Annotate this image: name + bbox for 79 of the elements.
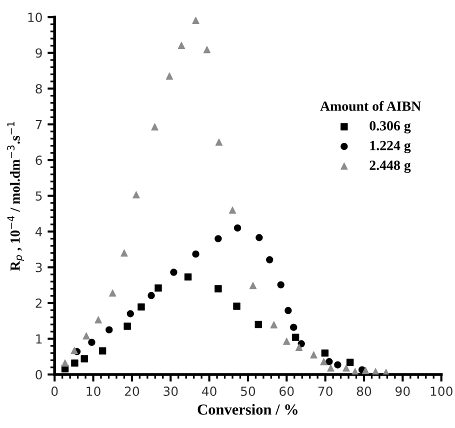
x-tick-label: 50	[240, 386, 256, 396]
point	[295, 344, 303, 351]
point	[170, 268, 178, 276]
point	[321, 349, 329, 357]
point	[126, 310, 134, 318]
point	[320, 358, 328, 366]
point	[148, 292, 155, 300]
y-tick-label: 5	[36, 191, 42, 201]
point	[98, 347, 106, 355]
point	[215, 138, 223, 146]
point	[82, 332, 90, 340]
y-tick-label: 10	[28, 12, 42, 22]
legend-label: 2.448 g	[370, 160, 411, 173]
x-tick-label: 80	[356, 386, 372, 396]
point	[310, 351, 318, 358]
point	[266, 256, 274, 264]
point	[362, 366, 370, 374]
point	[109, 289, 116, 297]
x-axis-title: Conversion / %	[198, 404, 298, 415]
y-tick-label: 8	[36, 84, 42, 94]
point	[61, 359, 69, 367]
point	[70, 346, 78, 354]
point	[234, 224, 242, 232]
point	[326, 358, 333, 366]
point	[214, 285, 222, 292]
point	[80, 355, 88, 362]
x-tick-label: 10	[86, 386, 100, 396]
point	[184, 273, 192, 281]
point	[203, 46, 211, 54]
point	[166, 72, 174, 80]
point	[120, 249, 128, 257]
point	[106, 326, 113, 334]
point	[233, 302, 240, 310]
point	[346, 358, 354, 366]
point	[254, 320, 262, 328]
y-tick-label: 0	[36, 370, 42, 380]
legend-title: Amount of AIBN	[320, 100, 421, 111]
x-tick-label: 40	[202, 386, 216, 396]
point	[256, 234, 263, 242]
point	[292, 334, 300, 341]
y-tick-label: 4	[35, 227, 42, 236]
point	[88, 338, 96, 346]
point	[290, 324, 298, 331]
point	[192, 17, 200, 24]
x-tick-label: 70	[318, 386, 332, 396]
y-tick-label: 2	[36, 298, 42, 308]
point	[192, 250, 200, 258]
y-tick-label: 6	[36, 156, 42, 165]
point	[138, 303, 145, 311]
point	[342, 364, 350, 372]
x-tick-label: 100	[430, 386, 452, 396]
legend-label: 1.224 g	[370, 140, 411, 154]
point	[277, 281, 284, 288]
x-tick-label: 20	[124, 386, 140, 396]
point	[178, 42, 186, 49]
point	[132, 191, 140, 198]
point	[124, 322, 131, 330]
y-axis-title: R$_{p}$ , 10$^{−4}$ / mol.dm$^{−3}$.s$^{−1}$	[7, 122, 24, 271]
x-tick-label: 0	[51, 386, 58, 396]
point	[154, 284, 162, 292]
y-tick-label: 7	[36, 120, 42, 130]
point	[151, 123, 158, 130]
point	[214, 235, 222, 242]
point	[283, 338, 290, 345]
point	[284, 306, 292, 314]
point	[94, 316, 102, 324]
point	[228, 206, 236, 214]
point	[270, 321, 278, 328]
x-tick-label: 30	[164, 386, 178, 396]
y-tick-label: 9	[36, 48, 42, 58]
point	[327, 364, 334, 372]
x-tick-label: 60	[280, 386, 294, 396]
point	[334, 361, 342, 368]
legend-label: 0.306 g	[370, 121, 411, 134]
y-tick-label: 3	[36, 262, 42, 272]
point	[249, 282, 257, 290]
x-tick-label: 90	[396, 386, 410, 396]
y-tick-label: 1	[36, 334, 42, 344]
point	[71, 359, 78, 367]
